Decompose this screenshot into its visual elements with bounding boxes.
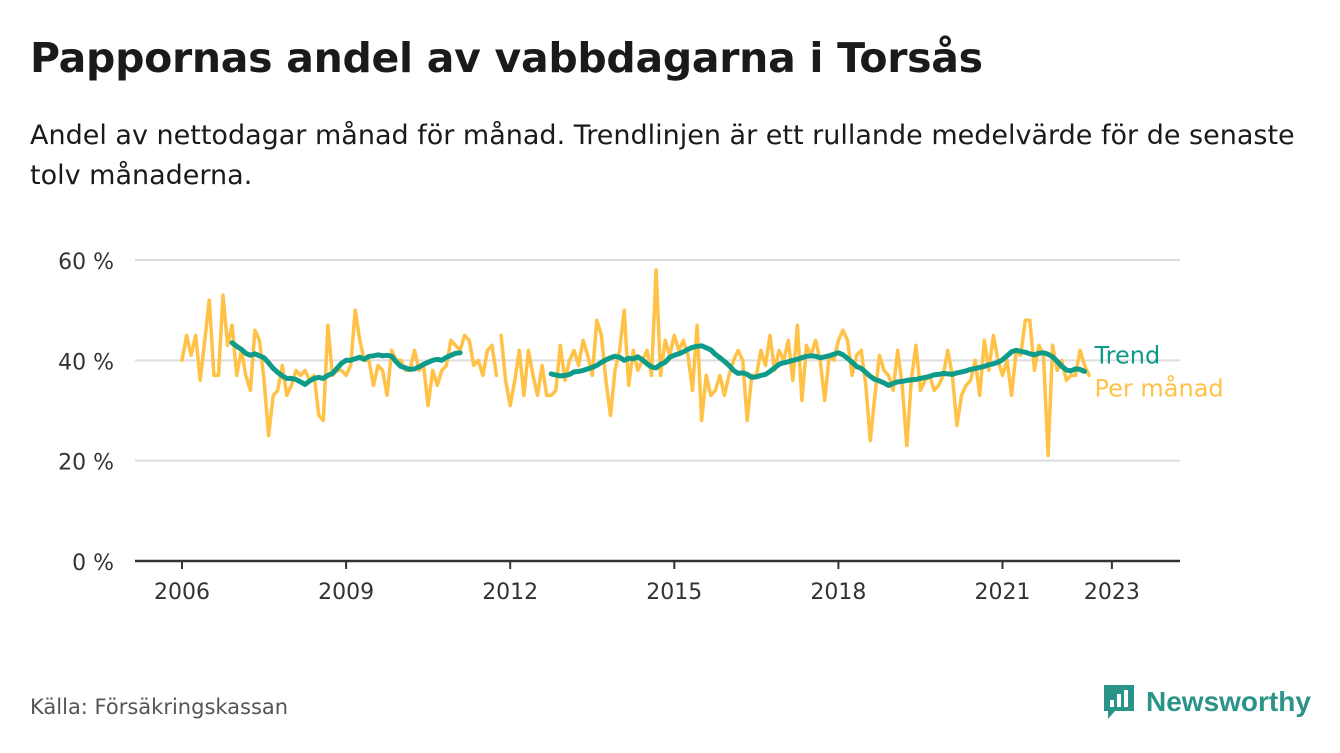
source-note: Källa: Försäkringskassan bbox=[30, 695, 289, 719]
x-tick-label: 2021 bbox=[975, 580, 1031, 605]
legend-monthly: Per månad bbox=[1095, 373, 1224, 402]
chart-subtitle: Andel av nettodagar månad för månad. Tre… bbox=[30, 120, 1295, 191]
chart-title: Pappornas andel av vabbdagarna i Torsås bbox=[30, 34, 983, 82]
y-tick-label: 20 % bbox=[58, 451, 114, 476]
x-tick-label: 2012 bbox=[482, 580, 538, 605]
x-tick-label: 2018 bbox=[810, 580, 866, 605]
x-tick-label: 2009 bbox=[318, 580, 374, 605]
newsworthy-logo-icon bbox=[1104, 685, 1134, 719]
trend-series-line bbox=[548, 343, 1088, 388]
trend-series-line bbox=[229, 340, 463, 387]
legend-trend: Trend bbox=[1094, 341, 1161, 369]
x-tick-label: 2023 bbox=[1084, 580, 1140, 605]
x-tick-label: 2006 bbox=[154, 580, 210, 605]
y-tick-label: 60 % bbox=[58, 250, 114, 275]
brand[interactable]: Newsworthy bbox=[1102, 683, 1311, 721]
y-tick-label: 0 % bbox=[72, 551, 114, 576]
monthly-series-line bbox=[499, 268, 1091, 458]
brand-name: Newsworthy bbox=[1146, 686, 1311, 717]
x-tick-label: 2015 bbox=[646, 580, 702, 605]
monthly-series-line bbox=[180, 293, 499, 438]
y-tick-label: 40 % bbox=[58, 350, 114, 375]
